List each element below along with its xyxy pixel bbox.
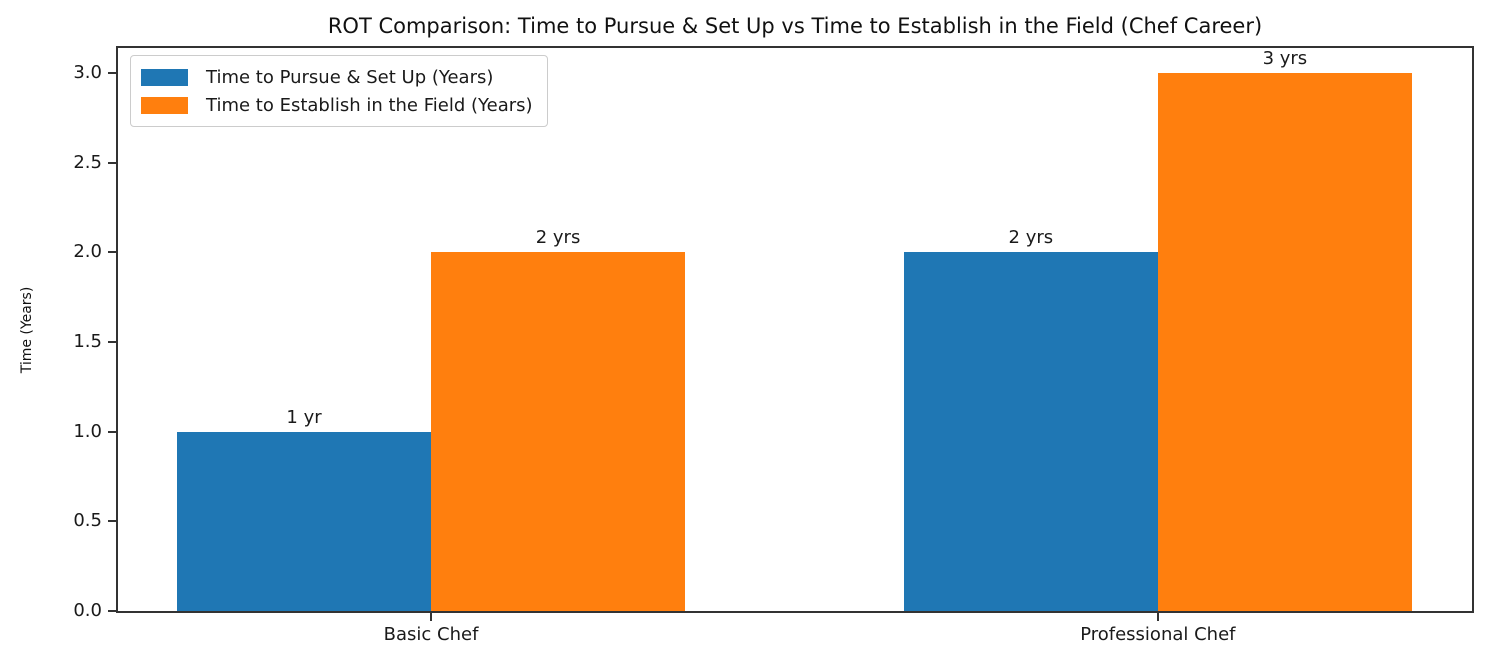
x-tick-label-basic-chef: Basic Chef bbox=[383, 624, 479, 645]
bar-value-label: 2 yrs bbox=[1008, 227, 1054, 249]
y-tick-label: 3.0 bbox=[73, 62, 102, 84]
bar-time-to-establish-in-the-field-years-1 bbox=[1157, 73, 1412, 611]
y-tick-mark bbox=[108, 520, 116, 523]
bar-time-to-establish-in-the-field-years-0 bbox=[431, 252, 686, 611]
legend-swatch bbox=[141, 68, 188, 86]
y-tick-mark bbox=[108, 610, 116, 612]
bar-time-to-pursue-set-up-years-1 bbox=[903, 252, 1158, 611]
x-tick-mark bbox=[430, 613, 433, 621]
y-tick-label: 1.5 bbox=[73, 331, 102, 353]
legend: Time to Pursue & Set Up (Years) Time to E… bbox=[130, 55, 548, 127]
y-tick-mark bbox=[108, 161, 116, 164]
y-tick-mark bbox=[108, 341, 116, 344]
y-tick-label: 2.0 bbox=[73, 241, 102, 263]
y-tick-mark bbox=[108, 430, 116, 433]
x-tick-label-professional-chef: Professional Chef bbox=[1080, 624, 1236, 645]
bar-value-label: 1 yr bbox=[286, 406, 322, 428]
y-tick-mark bbox=[108, 72, 116, 75]
legend-entry: Time to Establish in the Field (Years) bbox=[141, 91, 533, 119]
y-tick-label: 0.5 bbox=[73, 510, 102, 532]
legend-entry-label: Time to Establish in the Field (Years) bbox=[206, 94, 533, 116]
bar-value-label: 3 yrs bbox=[1262, 48, 1308, 70]
chart-title: ROT Comparison: Time to Pursue & Set Up … bbox=[327, 14, 1263, 38]
bar-time-to-pursue-set-up-years-0 bbox=[177, 431, 432, 611]
y-tick-label: 1.0 bbox=[73, 420, 102, 442]
legend-entry: Time to Pursue & Set Up (Years) bbox=[141, 63, 533, 91]
legend-entry-label: Time to Pursue & Set Up (Years) bbox=[206, 66, 494, 88]
y-tick-label: 0.0 bbox=[73, 600, 102, 621]
bar-value-label: 2 yrs bbox=[535, 227, 581, 249]
legend-swatch bbox=[141, 96, 188, 114]
y-tick-label: 2.5 bbox=[73, 151, 102, 173]
x-tick-mark bbox=[1156, 613, 1159, 621]
y-tick-mark bbox=[108, 251, 116, 254]
y-axis-label: Time (Years) bbox=[19, 286, 35, 374]
